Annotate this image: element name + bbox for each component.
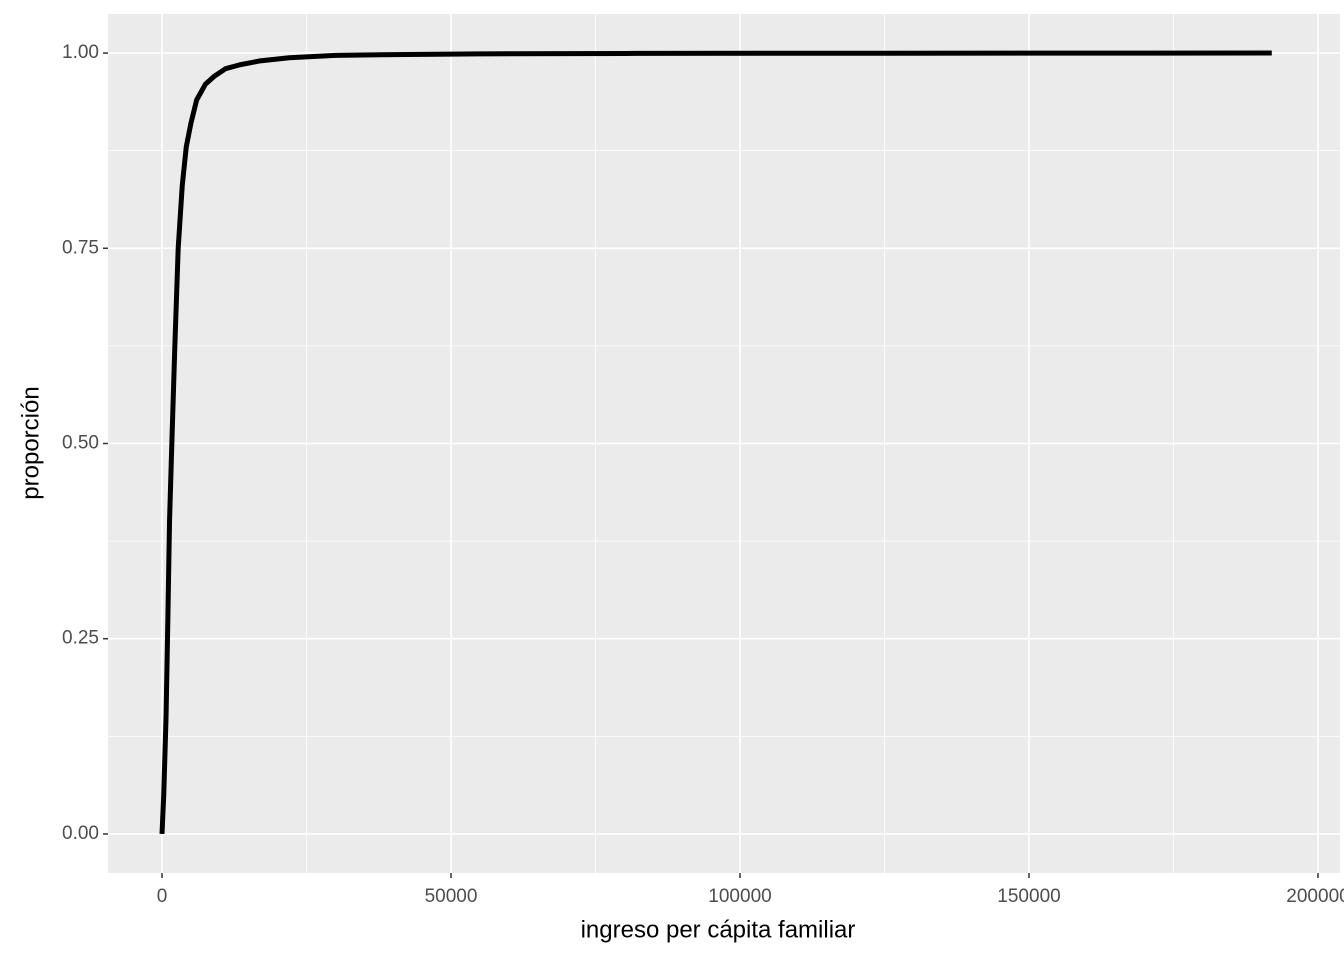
x-tick-label: 50000 [425, 886, 478, 907]
x-axis-title: ingreso per cápita familiar [581, 916, 856, 943]
x-tick-label: 0 [157, 886, 168, 907]
y-tick-label: 0.50 [62, 433, 99, 454]
y-tick-label: 0.25 [62, 628, 99, 649]
y-tick-label: 1.00 [62, 42, 99, 63]
x-tick-label: 150000 [997, 886, 1060, 907]
ecdf-line [159, 50, 1272, 835]
y-axis-title: proporción [17, 386, 44, 499]
x-tick-label: 200000 [1286, 886, 1344, 907]
x-tick-label: 100000 [708, 886, 771, 907]
y-tick-label: 0.00 [62, 823, 99, 844]
y-tick-label: 0.75 [62, 237, 99, 258]
